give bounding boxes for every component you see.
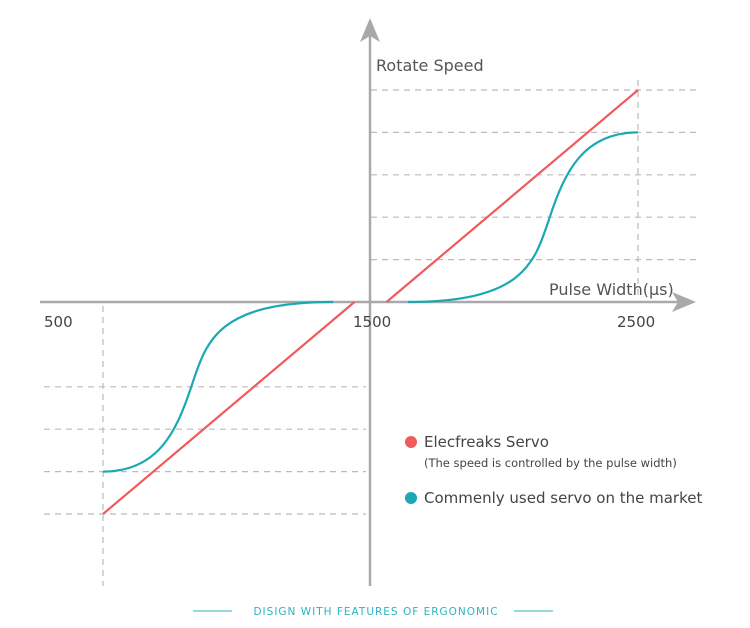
legend-label-common: Commenly used servo on the market xyxy=(424,489,702,507)
x-axis-title: Pulse Width(μs) xyxy=(549,280,674,299)
y-axis-arrow xyxy=(360,18,380,42)
gridlines xyxy=(44,80,698,586)
series-commonly-used-servo-line-positive xyxy=(407,131,639,304)
y-axis-title: Rotate Speed xyxy=(376,56,484,75)
legend-marker-common xyxy=(405,492,417,504)
axes xyxy=(40,18,696,586)
x-tick-label-2500: 2500 xyxy=(617,313,655,331)
x-tick-label-500: 500 xyxy=(44,313,73,331)
series-elecfreaks-servo-line xyxy=(102,301,356,515)
legend-note-elecfreaks: (The speed is controlled by the pulse wi… xyxy=(424,456,677,470)
series-commonly-used-servo-line xyxy=(102,300,334,473)
legend-label-elecfreaks: Elecfreaks Servo xyxy=(424,433,549,451)
footer: DISIGN WITH FEATURES OF ERGONOMIC xyxy=(193,606,553,618)
legend: Elecfreaks Servo (The speed is controlle… xyxy=(405,433,702,507)
x-axis-arrow xyxy=(672,292,696,312)
legend-marker-elecfreaks xyxy=(405,436,417,448)
footer-text: DISIGN WITH FEATURES OF ERGONOMIC xyxy=(253,606,498,618)
series-elecfreaks-servo-line-positive xyxy=(385,89,639,303)
x-tick-label-1500: 1500 xyxy=(353,313,391,331)
